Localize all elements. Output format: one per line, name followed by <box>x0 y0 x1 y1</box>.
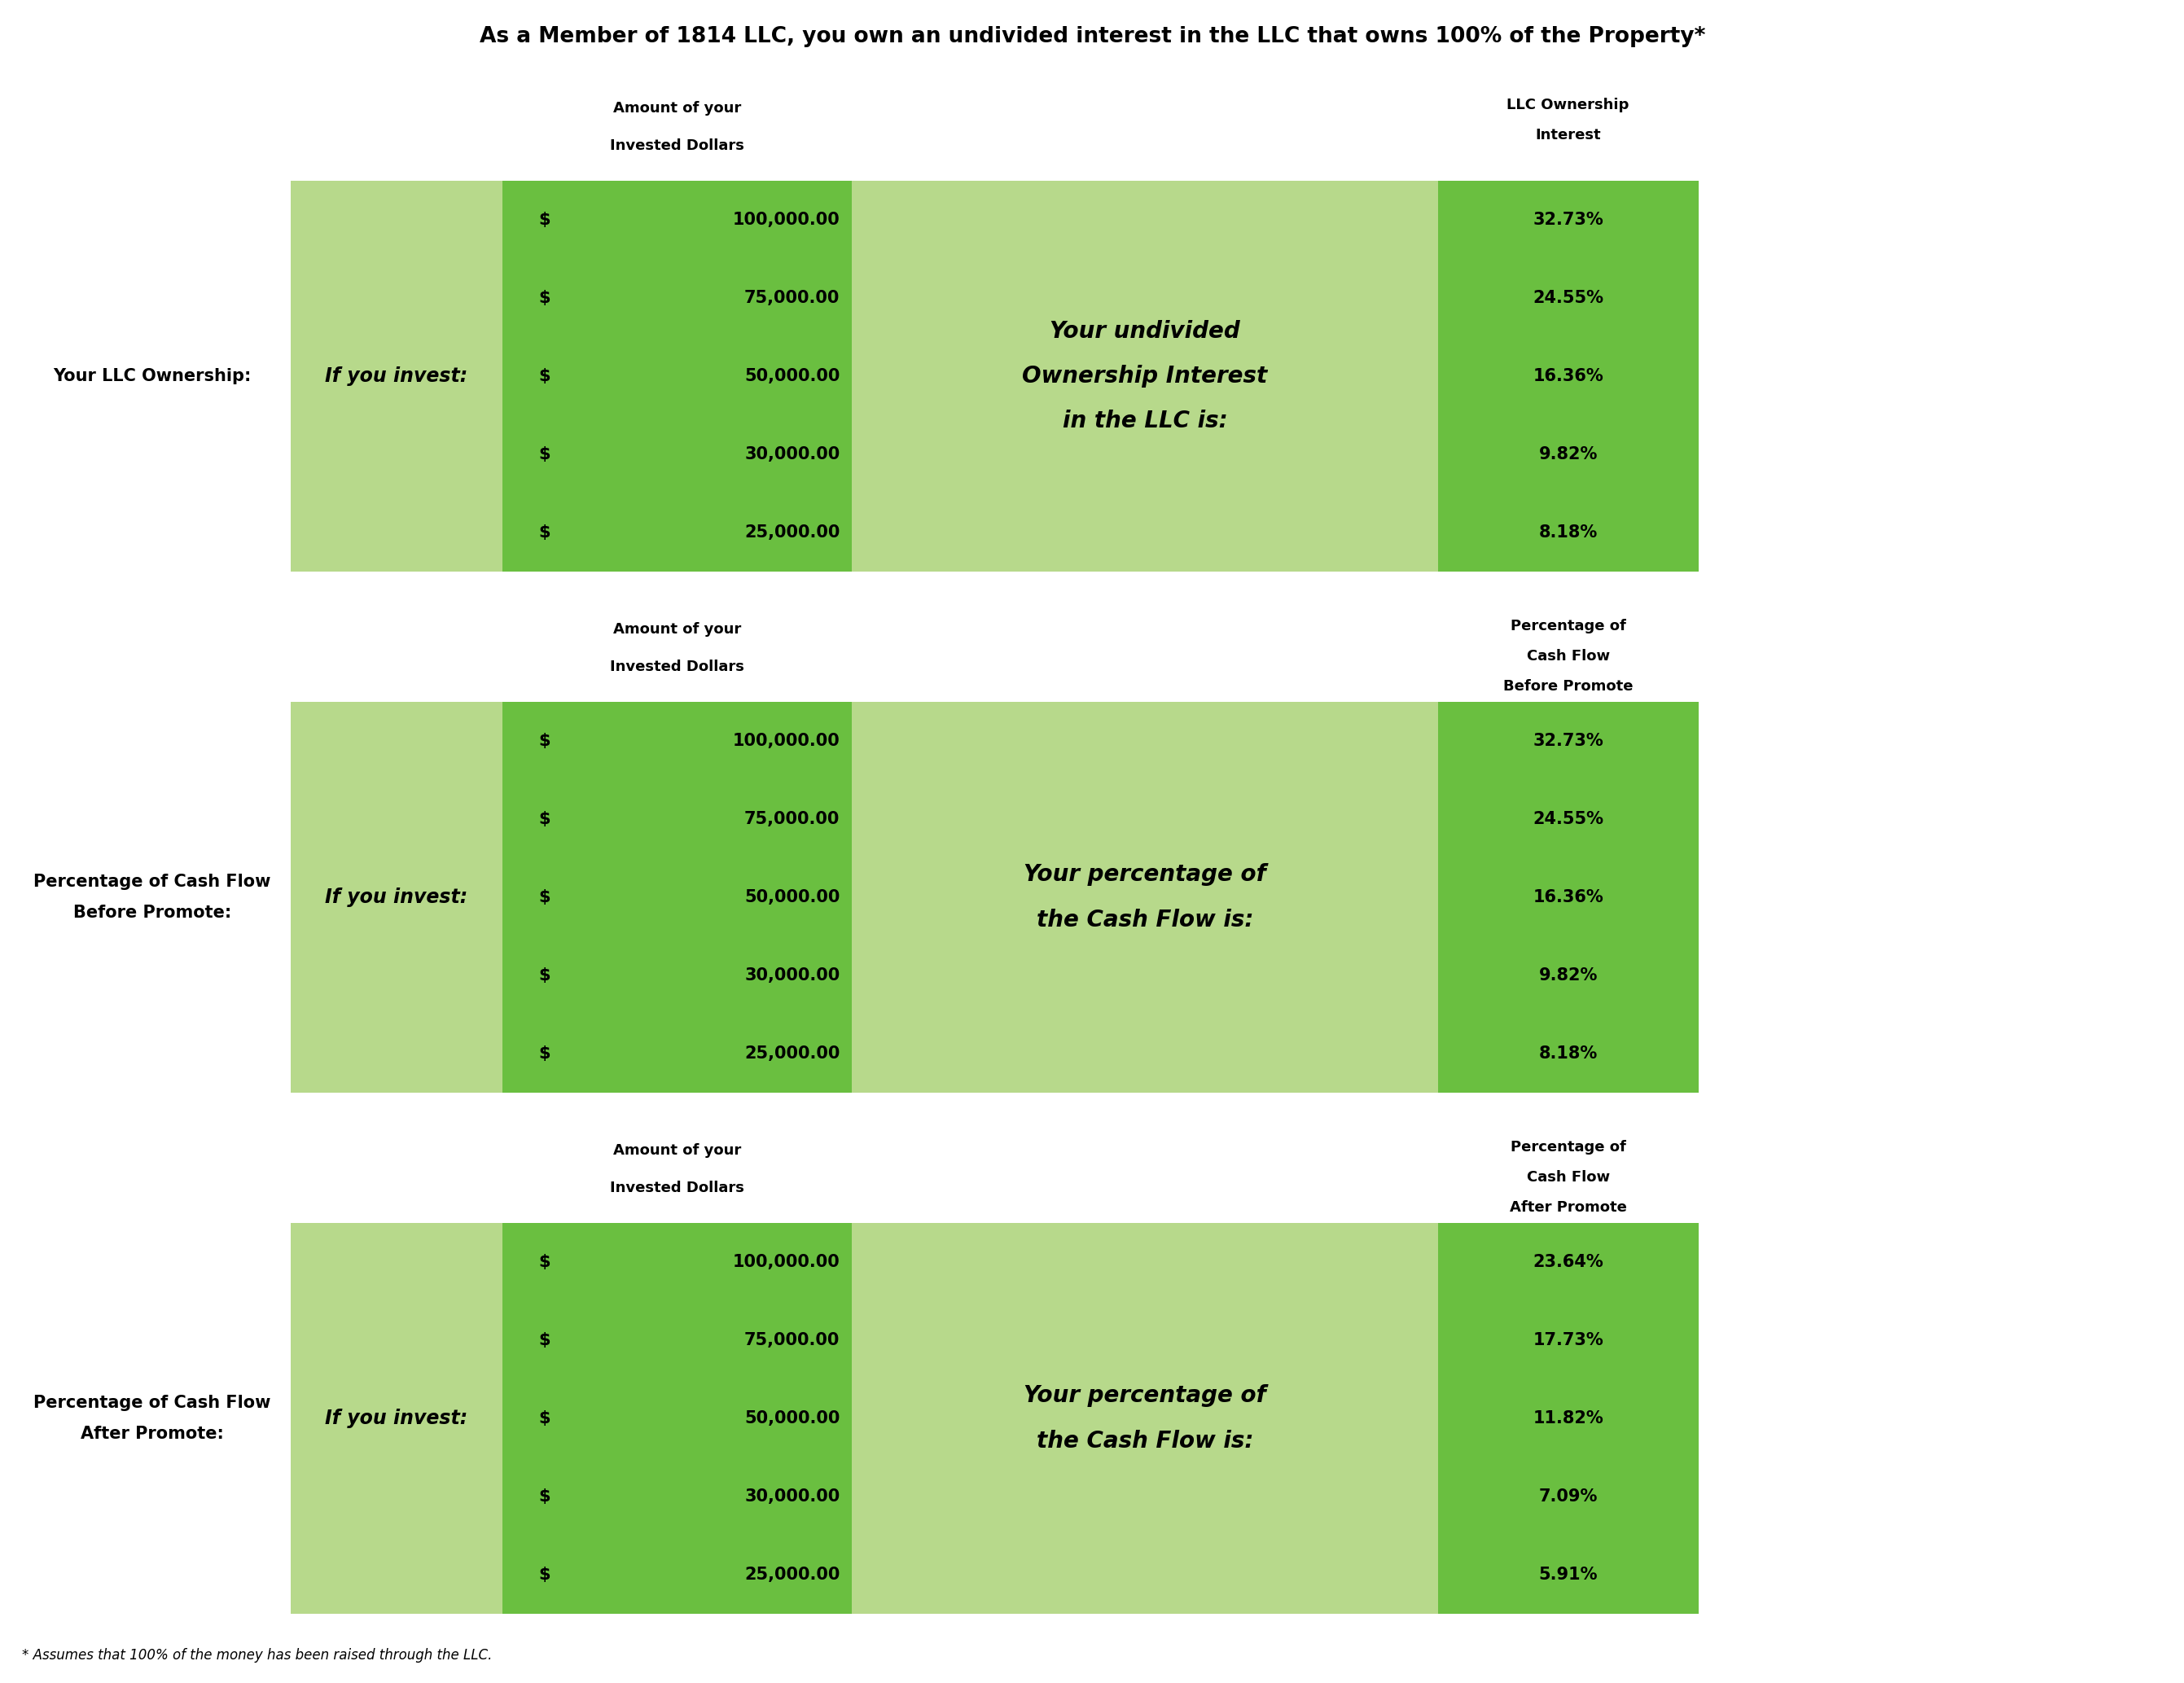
Text: 100,000.00: 100,000.00 <box>732 1254 841 1271</box>
Text: Percentage of: Percentage of <box>1511 619 1625 633</box>
Text: 25,000.00: 25,000.00 <box>745 1567 841 1582</box>
Text: 25,000.00: 25,000.00 <box>745 525 841 540</box>
Text: 17.73%: 17.73% <box>1533 1331 1603 1348</box>
Text: 24.55%: 24.55% <box>1533 289 1603 306</box>
Text: $: $ <box>539 1254 550 1271</box>
Text: * Assumes that 100% of the money has been raised through the LLC.: * Assumes that 100% of the money has bee… <box>22 1648 491 1663</box>
Text: 100,000.00: 100,000.00 <box>732 212 841 227</box>
Text: If you invest:: If you invest: <box>325 1409 467 1429</box>
Text: Amount of your: Amount of your <box>614 1143 740 1158</box>
Text: Your undivided: Your undivided <box>1051 320 1241 343</box>
Text: 30,000.00: 30,000.00 <box>745 1488 841 1505</box>
FancyBboxPatch shape <box>290 702 1699 1092</box>
Text: 7.09%: 7.09% <box>1538 1488 1597 1505</box>
FancyBboxPatch shape <box>290 180 1699 572</box>
Text: 32.73%: 32.73% <box>1533 212 1603 227</box>
Text: 16.36%: 16.36% <box>1533 369 1603 384</box>
Text: Cash Flow: Cash Flow <box>1527 1170 1610 1185</box>
Text: $: $ <box>539 1488 550 1505</box>
Text: $: $ <box>539 1045 550 1062</box>
Text: 23.64%: 23.64% <box>1533 1254 1603 1271</box>
Text: 8.18%: 8.18% <box>1540 525 1597 540</box>
FancyBboxPatch shape <box>1437 702 1699 1092</box>
Text: 30,000.00: 30,000.00 <box>745 446 841 463</box>
Text: $: $ <box>539 889 550 905</box>
Text: Invested Dollars: Invested Dollars <box>609 660 745 675</box>
Text: LLC Ownership: LLC Ownership <box>1507 98 1629 113</box>
Text: Invested Dollars: Invested Dollars <box>609 1180 745 1195</box>
Text: $: $ <box>539 369 550 384</box>
Text: Before Promote: Before Promote <box>1503 678 1634 693</box>
Text: 11.82%: 11.82% <box>1533 1410 1603 1427</box>
Text: 8.18%: 8.18% <box>1540 1045 1597 1062</box>
Text: $: $ <box>539 1410 550 1427</box>
Text: in the LLC is:: in the LLC is: <box>1061 409 1227 433</box>
FancyBboxPatch shape <box>502 1224 852 1614</box>
Text: Ownership Interest: Ownership Interest <box>1022 365 1267 387</box>
Text: 9.82%: 9.82% <box>1538 968 1597 983</box>
Text: $: $ <box>539 1567 550 1582</box>
Text: Your LLC Ownership:: Your LLC Ownership: <box>52 369 251 384</box>
Text: 75,000.00: 75,000.00 <box>745 289 841 306</box>
Text: $: $ <box>539 811 550 828</box>
Text: the Cash Flow is:: the Cash Flow is: <box>1037 909 1254 931</box>
FancyBboxPatch shape <box>1437 1224 1699 1614</box>
FancyBboxPatch shape <box>502 702 852 1092</box>
Text: Percentage of: Percentage of <box>1511 1139 1625 1155</box>
Text: 50,000.00: 50,000.00 <box>745 369 841 384</box>
Text: After Promote: After Promote <box>1509 1200 1627 1215</box>
FancyBboxPatch shape <box>290 1224 1699 1614</box>
FancyBboxPatch shape <box>1437 180 1699 572</box>
Text: $: $ <box>539 968 550 983</box>
Text: $: $ <box>539 732 550 749</box>
Text: Invested Dollars: Invested Dollars <box>609 138 745 153</box>
Text: $: $ <box>539 525 550 540</box>
Text: 5.91%: 5.91% <box>1538 1567 1599 1582</box>
Text: 75,000.00: 75,000.00 <box>745 811 841 828</box>
Text: 24.55%: 24.55% <box>1533 811 1603 828</box>
Text: Before Promote:: Before Promote: <box>74 904 232 921</box>
Text: $: $ <box>539 289 550 306</box>
Text: Interest: Interest <box>1535 128 1601 143</box>
Text: 50,000.00: 50,000.00 <box>745 1410 841 1427</box>
Text: 9.82%: 9.82% <box>1538 446 1597 463</box>
Text: 30,000.00: 30,000.00 <box>745 968 841 983</box>
Text: Amount of your: Amount of your <box>614 623 740 636</box>
Text: Your percentage of: Your percentage of <box>1024 863 1267 887</box>
Text: Your percentage of: Your percentage of <box>1024 1385 1267 1407</box>
Text: If you invest:: If you invest: <box>325 367 467 385</box>
Text: After Promote:: After Promote: <box>81 1426 225 1442</box>
Text: Cash Flow: Cash Flow <box>1527 650 1610 663</box>
Text: $: $ <box>539 212 550 227</box>
Text: 50,000.00: 50,000.00 <box>745 889 841 905</box>
Text: Percentage of Cash Flow: Percentage of Cash Flow <box>33 873 271 890</box>
Text: the Cash Flow is:: the Cash Flow is: <box>1037 1429 1254 1452</box>
FancyBboxPatch shape <box>502 180 852 572</box>
Text: Percentage of Cash Flow: Percentage of Cash Flow <box>33 1395 271 1410</box>
Text: $: $ <box>539 1331 550 1348</box>
Text: 25,000.00: 25,000.00 <box>745 1045 841 1062</box>
Text: 16.36%: 16.36% <box>1533 889 1603 905</box>
Text: As a Member of 1814 LLC, you own an undivided interest in the LLC that owns 100%: As a Member of 1814 LLC, you own an undi… <box>480 25 1706 47</box>
Text: 75,000.00: 75,000.00 <box>745 1331 841 1348</box>
Text: $: $ <box>539 446 550 463</box>
Text: 100,000.00: 100,000.00 <box>732 732 841 749</box>
Text: Amount of your: Amount of your <box>614 101 740 116</box>
Text: If you invest:: If you invest: <box>325 887 467 907</box>
Text: 32.73%: 32.73% <box>1533 732 1603 749</box>
